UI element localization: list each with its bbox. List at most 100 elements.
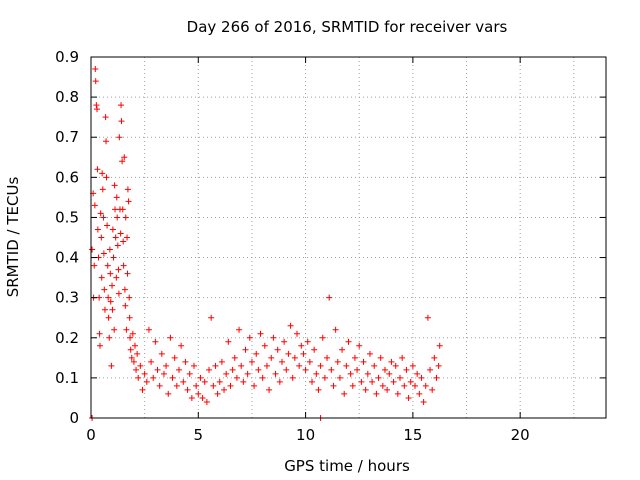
data-point	[294, 330, 300, 337]
data-point	[112, 234, 119, 241]
data-point	[225, 338, 232, 345]
data-point	[116, 134, 123, 141]
data-point	[336, 374, 343, 381]
data-point	[242, 346, 249, 353]
data-point	[349, 382, 356, 389]
data-point	[289, 374, 296, 381]
data-point	[124, 270, 131, 277]
data-point	[311, 346, 318, 353]
data-point	[321, 374, 328, 381]
data-point	[227, 382, 234, 389]
data-point	[120, 238, 127, 245]
data-point	[96, 330, 103, 337]
data-point	[244, 370, 251, 377]
data-point	[123, 326, 130, 333]
data-point	[248, 358, 255, 365]
data-point	[199, 394, 206, 401]
data-point	[125, 198, 132, 205]
data-point	[272, 370, 279, 377]
data-point	[203, 398, 210, 405]
data-point	[381, 366, 388, 373]
data-point	[332, 326, 339, 333]
data-point	[255, 366, 262, 373]
data-point	[169, 374, 176, 381]
data-point	[422, 382, 429, 389]
y-axis-label: SRMTID / TECUs	[4, 177, 22, 298]
data-point	[379, 382, 386, 389]
data-point	[120, 262, 127, 269]
data-point	[115, 266, 122, 273]
data-point	[97, 342, 104, 349]
data-point	[134, 350, 141, 357]
data-point	[334, 358, 341, 365]
data-point	[103, 138, 110, 145]
data-point	[182, 358, 189, 365]
data-point	[233, 374, 240, 381]
data-point	[330, 382, 337, 389]
data-point	[104, 222, 111, 229]
data-points	[89, 66, 443, 421]
data-point	[92, 78, 99, 85]
data-point	[390, 378, 397, 385]
data-point	[210, 382, 217, 389]
data-point	[253, 350, 260, 357]
data-point	[111, 326, 118, 333]
data-point	[238, 362, 245, 369]
x-tick-label: 20	[511, 426, 530, 444]
y-tick-label: 0.2	[55, 329, 79, 347]
data-point	[114, 242, 121, 249]
data-point	[127, 334, 134, 341]
data-point	[156, 382, 163, 389]
data-point	[113, 274, 120, 281]
data-point	[117, 230, 124, 237]
data-point	[197, 374, 204, 381]
data-point	[251, 382, 258, 389]
data-point	[178, 342, 185, 349]
data-point	[154, 366, 161, 373]
data-point	[358, 378, 365, 385]
data-point	[424, 314, 431, 321]
data-point	[283, 366, 290, 373]
data-point	[412, 382, 419, 389]
data-point	[386, 370, 393, 377]
data-point	[291, 354, 298, 361]
data-point	[188, 394, 195, 401]
chart-title: Day 266 of 2016, SRMTID for receiver var…	[187, 18, 508, 36]
data-point	[360, 358, 367, 365]
data-point	[91, 262, 98, 269]
data-point	[223, 370, 230, 377]
data-point	[436, 342, 443, 349]
data-point	[102, 114, 109, 121]
data-point	[375, 374, 382, 381]
data-point	[259, 374, 266, 381]
data-point	[104, 262, 111, 269]
data-point	[92, 66, 99, 73]
data-point	[420, 398, 427, 405]
data-point	[263, 362, 270, 369]
plot-frame	[90, 56, 607, 419]
y-tick-label: 0.7	[55, 128, 79, 146]
data-point	[121, 154, 128, 161]
data-point	[399, 354, 406, 361]
data-point	[274, 346, 281, 353]
data-point	[278, 358, 285, 365]
data-point	[296, 362, 303, 369]
data-point	[124, 234, 131, 241]
data-point	[139, 386, 146, 393]
data-point	[212, 362, 219, 369]
data-point	[392, 362, 399, 369]
data-point	[266, 386, 273, 393]
data-point	[405, 394, 412, 401]
data-point	[124, 186, 131, 193]
y-tick-label: 0.4	[55, 249, 79, 267]
data-point	[119, 206, 126, 213]
data-point	[106, 246, 113, 253]
data-point	[429, 386, 436, 393]
data-point	[309, 378, 316, 385]
y-tick-labels: 0 0.1 0.2 0.3 0.4 0.5 0.6 0.7 0.8 0.9	[55, 48, 79, 427]
data-point	[246, 334, 253, 341]
data-point	[94, 106, 101, 113]
x-tick-labels: 0 5 10 15 20	[86, 426, 529, 444]
data-point	[414, 370, 421, 377]
